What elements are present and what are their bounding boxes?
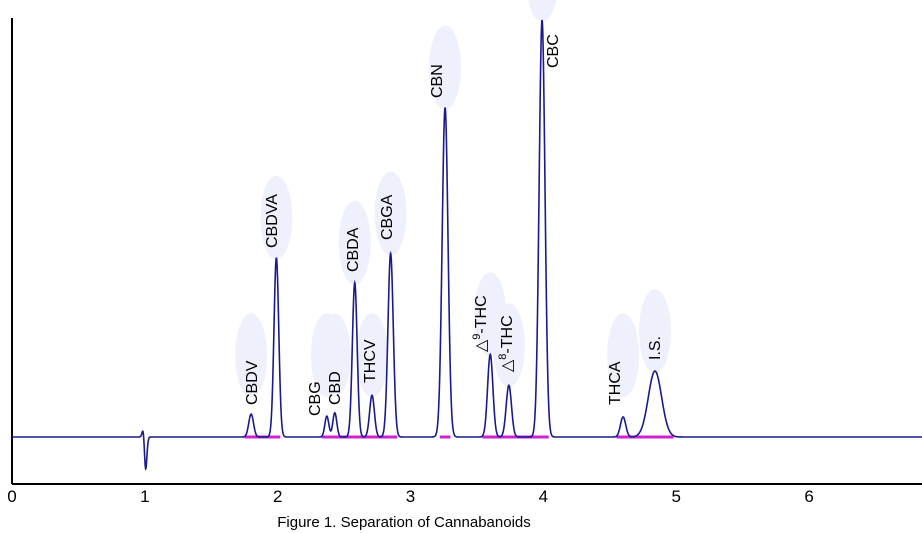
- d8-superscript: 8: [497, 354, 509, 360]
- d8-triangle: △: [499, 359, 516, 372]
- peak-halo: [492, 303, 525, 388]
- peak-label-cbda: CBDA: [345, 227, 362, 272]
- x-tick-label: 0: [7, 487, 16, 506]
- peak-halo: [318, 313, 351, 398]
- peak-label-cbc: CBC: [545, 34, 562, 68]
- d8-suffix: -THC: [499, 315, 516, 353]
- peak-label-is: I.S.: [647, 336, 664, 360]
- x-tick-label: 2: [273, 487, 282, 506]
- d9-superscript: 9: [471, 334, 483, 340]
- peak-label-cbga: CBGA: [379, 194, 396, 240]
- x-tick-label: 3: [406, 487, 415, 506]
- peak-halo: [374, 171, 407, 256]
- d9-triangle: △: [473, 339, 490, 352]
- x-tick-labels: 0 1 2 3 4 5 6: [7, 487, 814, 506]
- peak-halo: [527, 0, 557, 22]
- chromatogram-trace: [12, 19, 922, 471]
- peak-halos: [235, 0, 671, 398]
- peak-halo: [356, 313, 389, 398]
- x-tick-label: 5: [671, 487, 680, 506]
- peak-halo: [638, 289, 671, 374]
- peak-label-d9-thc: △9-THC: [471, 295, 490, 352]
- peak-halo: [429, 25, 462, 110]
- d9-suffix: -THC: [473, 295, 490, 333]
- figure-caption: Figure 1. Separation of Cannabanoids: [277, 514, 531, 531]
- x-tick-label: 1: [140, 487, 149, 506]
- peak-halo: [235, 313, 268, 398]
- peak-label-thca: THCA: [607, 361, 624, 405]
- peak-label-cbn: CBN: [429, 64, 446, 98]
- x-tick-label: 6: [804, 487, 813, 506]
- peak-label-cbdva: CBDVA: [264, 194, 281, 248]
- peak-halo: [260, 175, 293, 260]
- peak-label-cbg: CBG: [307, 381, 324, 416]
- peak-halo: [607, 313, 640, 398]
- peak-label-thcv: THCV: [362, 339, 379, 383]
- peak-label-cbdv: CBDV: [244, 360, 261, 405]
- peak-label-cbd: CBD: [327, 371, 344, 405]
- peak-label-d8-thc: △8-THC: [497, 315, 516, 372]
- peak-halo: [338, 200, 371, 285]
- x-tick-label: 4: [539, 487, 548, 506]
